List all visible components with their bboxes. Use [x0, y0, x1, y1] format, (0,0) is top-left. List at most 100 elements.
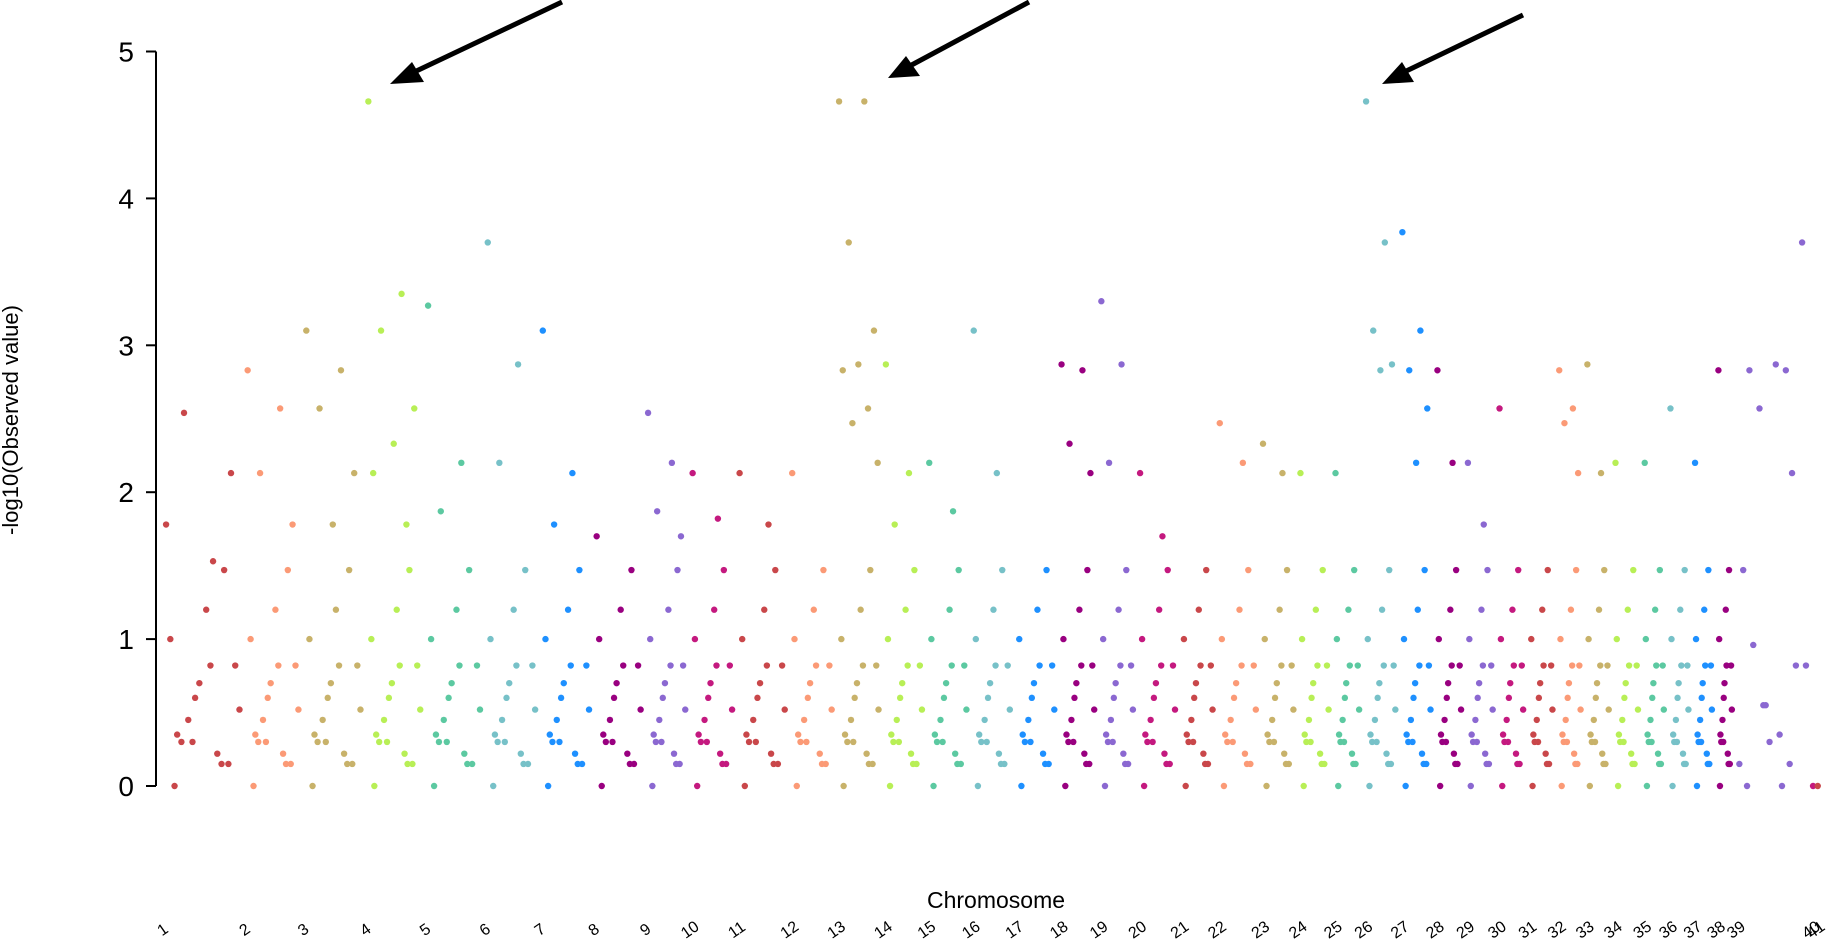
point: [904, 662, 911, 669]
point: [1238, 662, 1245, 669]
point: [926, 459, 933, 467]
point: [1152, 679, 1160, 687]
point: [1574, 760, 1581, 768]
point: [896, 694, 904, 702]
point: [369, 469, 377, 477]
point: [1576, 662, 1583, 669]
point: [1150, 694, 1158, 702]
point: [1756, 405, 1763, 412]
point: [1414, 606, 1421, 613]
x-tick-label: 24: [1286, 918, 1310, 942]
point: [1188, 716, 1195, 724]
point: [812, 662, 820, 669]
point: [816, 750, 823, 757]
point: [857, 606, 864, 613]
point: [1418, 750, 1426, 757]
point: [1590, 716, 1598, 724]
point: [494, 738, 501, 746]
point: [674, 566, 681, 574]
point: [677, 533, 685, 540]
point: [1717, 731, 1724, 738]
point: [322, 738, 329, 746]
point: [276, 405, 284, 412]
point: [214, 750, 221, 757]
point: [1348, 750, 1356, 757]
point: [1239, 459, 1247, 467]
point: [1400, 635, 1408, 643]
point: [531, 706, 539, 713]
point: [1062, 782, 1069, 790]
point: [999, 566, 1006, 574]
point: [1716, 782, 1724, 790]
point: [1232, 679, 1240, 687]
point: [1325, 706, 1332, 713]
x-tick-label: 37: [1681, 918, 1705, 942]
point: [1657, 760, 1665, 768]
point: [510, 606, 517, 613]
point: [524, 760, 532, 768]
point: [867, 566, 874, 574]
point: [1567, 606, 1575, 613]
point: [1098, 298, 1105, 305]
point: [1602, 760, 1609, 768]
point: [1786, 760, 1793, 768]
point: [705, 694, 712, 702]
point: [1441, 716, 1448, 724]
point: [1669, 731, 1677, 738]
point: [259, 716, 267, 724]
point: [1557, 635, 1564, 643]
point: [1474, 694, 1481, 702]
point: [1669, 782, 1676, 790]
point: [1772, 361, 1779, 368]
point: [1076, 606, 1083, 613]
point: [1380, 662, 1387, 669]
point: [557, 694, 565, 702]
point: [870, 327, 878, 334]
point: [839, 367, 846, 374]
point: [1171, 706, 1179, 713]
x-tick-label: 20: [1126, 918, 1150, 942]
point: [890, 738, 897, 746]
point: [1333, 635, 1341, 643]
point: [398, 290, 405, 298]
point: [1466, 635, 1473, 643]
point: [668, 459, 676, 467]
point: [207, 662, 214, 669]
point: [1030, 679, 1038, 687]
point: [1399, 228, 1406, 236]
point: [513, 662, 520, 669]
point: [1105, 459, 1113, 467]
point: [634, 662, 642, 669]
x-tick-label: 35: [1631, 918, 1655, 942]
point: [1556, 367, 1563, 374]
point: [371, 782, 378, 790]
point: [930, 782, 937, 790]
point: [1081, 750, 1088, 757]
point: [440, 716, 447, 724]
point: [1314, 662, 1321, 669]
point: [236, 706, 243, 713]
point: [1423, 760, 1430, 768]
point: [1089, 662, 1096, 669]
point: [1341, 694, 1349, 702]
point: [1574, 469, 1582, 477]
point: [1216, 419, 1223, 427]
point: [986, 679, 994, 687]
point: [185, 716, 192, 724]
point: [1224, 738, 1231, 746]
x-tick-label: 28: [1423, 918, 1447, 942]
point: [1649, 694, 1656, 702]
point: [306, 635, 313, 643]
point: [1651, 606, 1659, 613]
point: [396, 662, 403, 669]
point: [1136, 469, 1144, 477]
point: [1339, 716, 1346, 724]
point: [279, 750, 287, 757]
point: [1565, 679, 1573, 687]
point: [196, 679, 203, 687]
point: [905, 469, 913, 477]
x-tick-label: 13: [825, 918, 849, 942]
point: [1197, 662, 1204, 669]
point: [337, 367, 345, 374]
point: [1599, 750, 1606, 757]
